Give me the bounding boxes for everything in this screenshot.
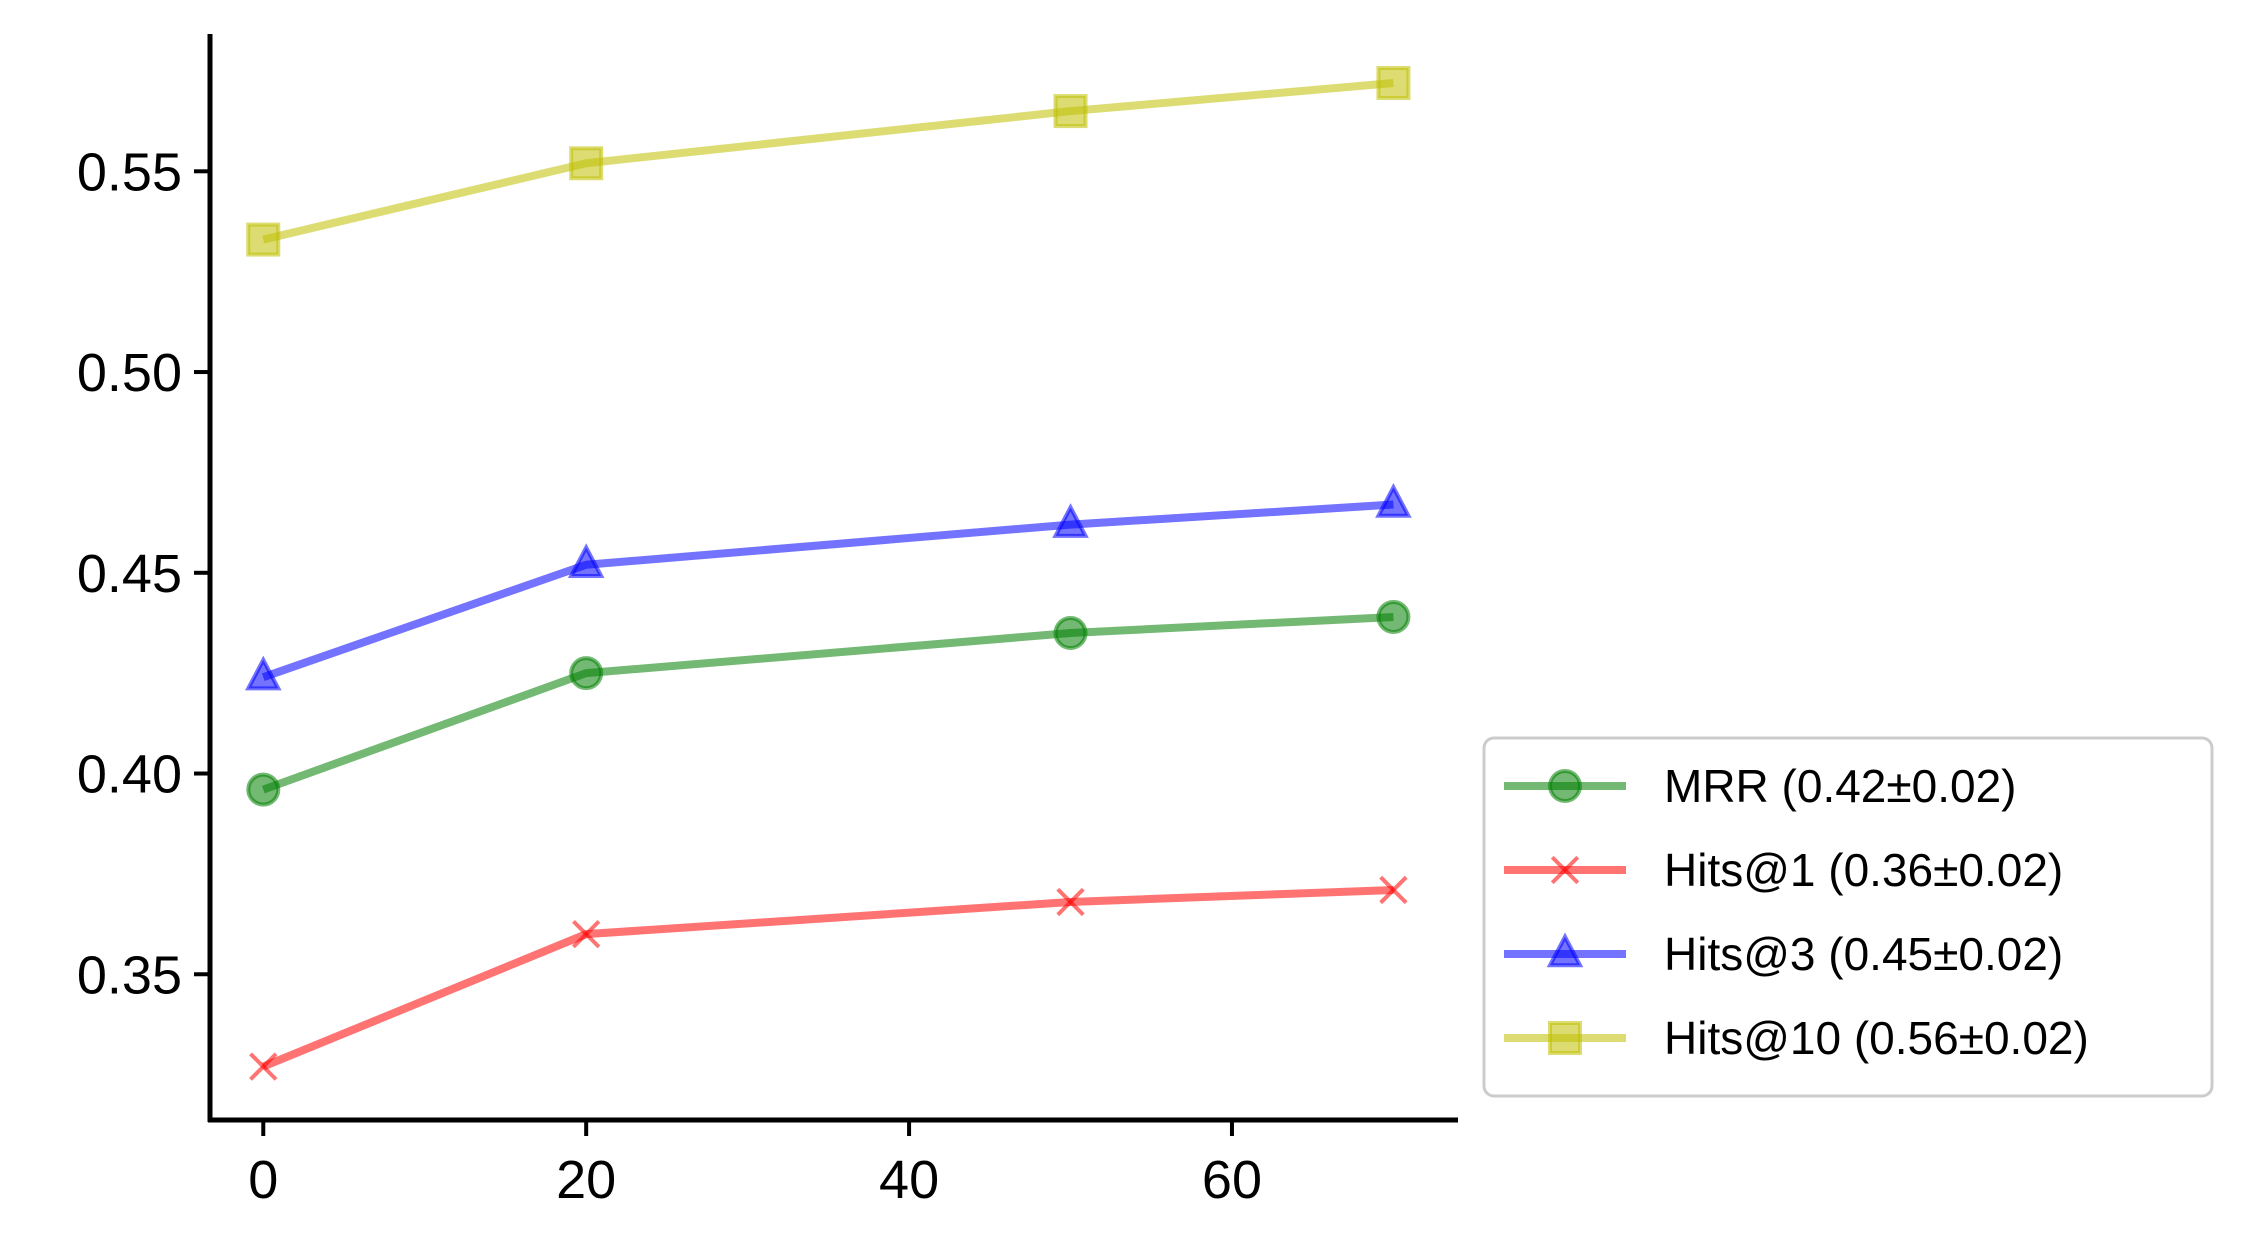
data-point-1-1 xyxy=(572,919,601,949)
data-point-2-0 xyxy=(244,655,282,691)
data-point-2-1 xyxy=(567,543,605,579)
x-tick-label-1: 20 xyxy=(556,1150,616,1210)
legend-label-0: MRR (0.42±0.02) xyxy=(1664,760,2016,812)
legend-entry-0: MRR (0.42±0.02) xyxy=(1504,760,2016,812)
series-1 xyxy=(249,875,1408,1081)
x-tick-label-0: 0 xyxy=(248,1150,278,1210)
series-3 xyxy=(246,65,1411,257)
data-point-3-2 xyxy=(1053,94,1088,129)
series-line-1 xyxy=(261,885,1394,1071)
legend-swatch-marker-1 xyxy=(1550,855,1580,885)
series-line-0 xyxy=(261,612,1394,794)
data-point-3-1 xyxy=(569,146,604,181)
x-tick-label-2: 40 xyxy=(879,1150,939,1210)
series-line-2 xyxy=(261,500,1394,681)
legend-swatch-marker-2 xyxy=(1546,932,1584,968)
legend-frame xyxy=(1482,736,2214,1098)
x-tick-label-3: 60 xyxy=(1202,1150,1262,1210)
legend-swatch-marker-3 xyxy=(1548,1021,1582,1055)
data-point-0-3 xyxy=(1376,599,1411,634)
y-tick-label-0: 0.35 xyxy=(77,945,182,1005)
data-point-2-2 xyxy=(1052,503,1089,538)
plot-area xyxy=(244,65,1412,1081)
y-tick-label-3: 0.50 xyxy=(77,343,182,403)
legend-swatch-marker-0 xyxy=(1548,769,1582,803)
data-point-2-3 xyxy=(1375,482,1412,518)
y-tick-label-4: 0.55 xyxy=(77,142,182,202)
series-line-3 xyxy=(262,78,1394,244)
legend-entry-2: Hits@3 (0.45±0.02) xyxy=(1504,928,2063,980)
axes: 0.35 0.40 0.45 0.50 0.55 0 20 40 60 xyxy=(77,34,1458,1210)
data-point-1-0 xyxy=(249,1052,278,1081)
data-point-3-3 xyxy=(1376,65,1411,100)
legend-entry-3: Hits@10 (0.56±0.02) xyxy=(1504,1012,2089,1064)
legend: MRR (0.42±0.02) Hits@1 (0.36±0.02) Hits@3 … xyxy=(1482,736,2214,1098)
data-point-1-2 xyxy=(1056,887,1085,917)
series-0 xyxy=(246,599,1411,807)
y-tick-label-1: 0.40 xyxy=(77,745,182,805)
series-2 xyxy=(244,482,1412,691)
legend-entry-1: Hits@1 (0.36±0.02) xyxy=(1504,844,2063,896)
data-point-3-0 xyxy=(246,222,281,257)
data-point-0-0 xyxy=(246,772,281,807)
legend-label-2: Hits@3 (0.45±0.02) xyxy=(1664,928,2063,980)
data-point-0-2 xyxy=(1053,616,1088,651)
legend-label-1: Hits@1 (0.36±0.02) xyxy=(1664,844,2063,896)
y-tick-label-2: 0.45 xyxy=(77,544,182,604)
data-point-0-1 xyxy=(569,656,604,691)
data-point-1-3 xyxy=(1379,875,1408,905)
legend-label-3: Hits@10 (0.56±0.02) xyxy=(1664,1012,2089,1064)
